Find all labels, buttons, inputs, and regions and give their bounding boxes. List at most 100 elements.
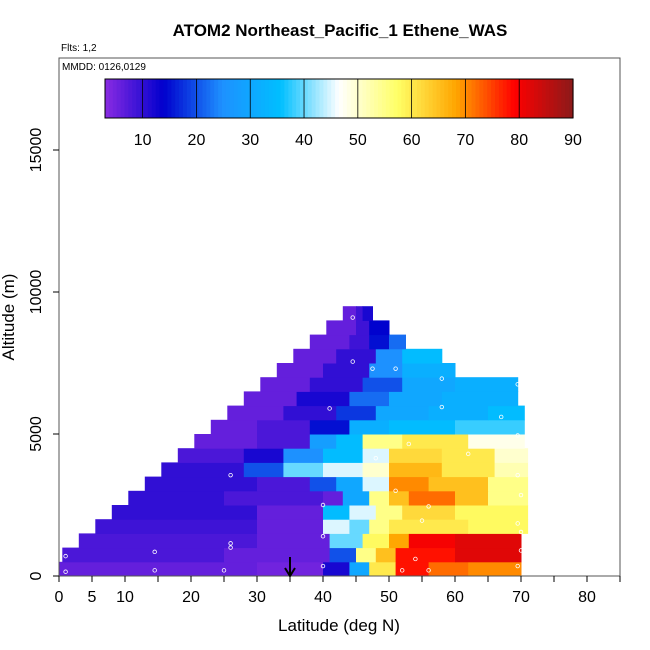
- x-tick-label: 30: [248, 589, 266, 606]
- heatmap-cell: [428, 561, 469, 577]
- chart-title: ATOM2 Northeast_Pacific_1 Ethene_WAS: [173, 21, 508, 40]
- heatmap-cell: [362, 533, 390, 549]
- colorbar-swatch: [393, 79, 399, 118]
- heatmap-cell: [260, 377, 311, 392]
- colorbar-swatch: [350, 79, 356, 118]
- sample-point: [152, 549, 157, 555]
- heatmap-cell: [369, 320, 390, 336]
- heatmap-cell: [428, 476, 489, 492]
- colorbar-swatch: [105, 79, 110, 118]
- colorbar-swatch: [475, 79, 480, 118]
- colorbar-swatch: [487, 79, 492, 118]
- heatmap-cell: [309, 377, 364, 392]
- sample-point: [518, 548, 524, 553]
- sample-point: [373, 455, 378, 461]
- colorbar-swatch: [190, 79, 196, 118]
- colorbar-swatch: [147, 79, 153, 118]
- colorbar-swatch: [565, 79, 570, 118]
- colorbar-swatch: [346, 79, 352, 118]
- colorbar-swatch: [264, 79, 270, 118]
- colorbar-swatch: [303, 79, 309, 118]
- colorbar-swatch: [401, 79, 406, 118]
- heatmap-cell: [488, 405, 525, 421]
- sample-point: [63, 569, 68, 574]
- colorbar-swatch: [241, 79, 246, 118]
- colorbar-swatch: [335, 79, 340, 118]
- heatmap-cell: [95, 519, 258, 534]
- colorbar-swatch: [296, 79, 301, 118]
- colorbar-tick-label: 80: [510, 132, 528, 149]
- colorbar-swatch: [311, 79, 317, 118]
- colorbar-swatch: [144, 79, 149, 118]
- colorbar-swatch: [323, 79, 328, 118]
- colorbar-swatch: [428, 79, 434, 118]
- heatmap-cell: [323, 490, 344, 506]
- heatmap-cell: [323, 363, 370, 378]
- colorbar-swatch: [155, 79, 161, 118]
- sample-point: [350, 315, 355, 320]
- colorbar-swatch: [495, 79, 500, 118]
- sample-point: [228, 472, 233, 478]
- colorbar-swatch: [440, 79, 445, 118]
- heatmap-cell: [494, 448, 529, 463]
- colorbar-swatch: [339, 79, 344, 118]
- sample-point: [515, 521, 520, 526]
- colorbar-swatch: [545, 79, 551, 118]
- colorbar-swatch: [116, 79, 122, 118]
- heatmap-cell: [309, 419, 350, 435]
- colorbar: [104, 78, 574, 119]
- heatmap-cell: [408, 533, 456, 549]
- heatmap-cell: [257, 533, 331, 549]
- heatmap-cell: [389, 419, 456, 435]
- colorbar-swatch: [253, 79, 258, 118]
- sample-point: [426, 568, 431, 573]
- colorbar-swatch: [354, 79, 360, 118]
- sample-point: [518, 492, 524, 498]
- colorbar-swatch: [557, 79, 562, 118]
- colorbar-swatch: [502, 79, 508, 118]
- colorbar-swatch: [120, 79, 126, 118]
- colorbar-swatch: [245, 79, 250, 118]
- x-axis-ticks: 0 5 10 20 30 40 50 60 70 80: [55, 576, 621, 606]
- heatmap-cell: [336, 348, 377, 364]
- colorbar-swatch: [526, 79, 531, 118]
- heatmap-cell: [375, 547, 397, 563]
- colorbar-tick-label: 40: [295, 132, 313, 149]
- heatmap-cell: [395, 547, 456, 563]
- heatmap-cell: [243, 448, 284, 463]
- heatmap-cell: [408, 490, 456, 506]
- heatmap-cell: [455, 377, 519, 392]
- heatmap-cell: [309, 476, 337, 492]
- colorbar-swatch: [471, 79, 477, 118]
- colorbar-swatch: [366, 79, 371, 118]
- sample-point: [419, 518, 425, 523]
- colorbar-tick-label: 50: [349, 132, 367, 149]
- y-tick-label: 0: [28, 571, 45, 580]
- heatmap-cells: [59, 306, 529, 577]
- colorbar-swatch: [370, 79, 375, 118]
- heatmap-cell: [389, 334, 406, 350]
- heatmap-cell: [309, 434, 337, 449]
- heatmap-cell: [283, 405, 337, 421]
- colorbar-swatch: [561, 79, 566, 118]
- colorbar-swatch: [518, 79, 523, 118]
- colorbar-swatch: [284, 79, 289, 118]
- colorbar-swatch: [362, 79, 367, 118]
- colorbar-swatch: [448, 79, 453, 118]
- colorbar-swatch: [444, 79, 449, 118]
- heatmap-cell: [276, 363, 324, 378]
- colorbar-swatch: [112, 79, 118, 118]
- colorbar-swatch: [417, 79, 422, 118]
- colorbar-swatch: [424, 79, 430, 118]
- sample-point: [320, 502, 326, 508]
- sample-point: [406, 441, 411, 447]
- colorbar-swatch: [381, 79, 387, 118]
- heatmap-cell: [283, 448, 324, 463]
- colorbar-swatch: [214, 79, 219, 118]
- colorbar-swatch: [307, 79, 313, 118]
- heatmap-cell: [257, 434, 311, 449]
- colorbar-swatch: [459, 79, 465, 118]
- colorbar-swatch: [514, 79, 519, 118]
- colorbar-tick-label: 30: [241, 132, 259, 149]
- heatmap-cell: [369, 490, 390, 506]
